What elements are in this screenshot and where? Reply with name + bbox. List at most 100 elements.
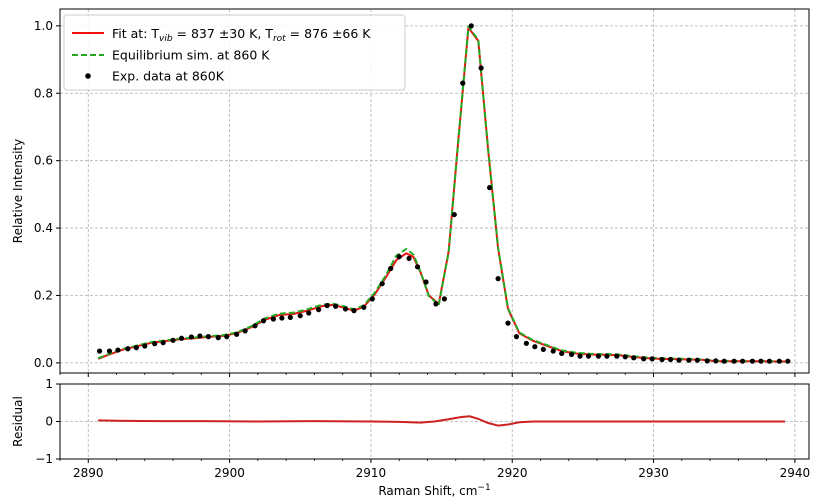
exp-data-point (316, 307, 322, 313)
legend-exp-marker (85, 73, 91, 79)
exp-data-point (142, 343, 148, 349)
legend-box (63, 14, 406, 91)
x-tick-label: 2900 (214, 466, 245, 480)
exp-data-point (785, 358, 791, 364)
main-y-ticks: 0.0 0.2 0.4 0.6 0.8 1.0 (34, 19, 60, 370)
main-x-ticks (59, 373, 796, 377)
exp-data-point (523, 340, 529, 346)
residual-y-axis-label: Residual (11, 396, 25, 447)
exp-data-point (242, 328, 248, 334)
exp-data-point (106, 348, 113, 354)
exp-data-point (513, 334, 520, 340)
exp-data-point (342, 306, 349, 312)
exp-data-point (776, 358, 782, 364)
exp-data-point (749, 358, 756, 364)
exp-data-point (160, 340, 166, 346)
y-axis-label: Relative Intensity (11, 139, 25, 243)
y-tick-label: 0.0 (34, 356, 53, 370)
exp-data-point (731, 358, 737, 364)
residual-y-ticks: −1 0 1 (35, 377, 60, 466)
y-tick-label: 1.0 (34, 19, 53, 33)
exp-data-point (495, 276, 501, 282)
exp-data-point (559, 350, 565, 357)
exp-data-point (622, 354, 628, 360)
exp-data-point (369, 296, 375, 302)
exp-data-point (460, 80, 466, 86)
exp-data-point (766, 358, 773, 364)
y-tick-label: 0.6 (34, 154, 53, 168)
exp-data-point (361, 304, 367, 310)
exp-data-point (585, 353, 592, 359)
exp-data-point (388, 265, 394, 272)
exp-data-point (577, 353, 583, 359)
exp-data-point (641, 356, 647, 362)
residual-panel: −1 0 1 2890 2900 2910 2920 2930 2940 Residual R… (11, 377, 810, 498)
y-tick-label: −1 (35, 452, 53, 466)
residual-x-ticks: 2890 2900 2910 2920 2930 2940 (59, 459, 811, 480)
exp-data-point (279, 315, 285, 321)
x-axis-label: Raman Shift, cm−1 (378, 483, 490, 498)
exp-data-point (125, 346, 131, 352)
exp-data-point (441, 296, 447, 302)
exp-data-point (287, 314, 293, 320)
exp-data-point (197, 333, 203, 339)
exp-data-point (686, 357, 692, 363)
exp-data-point (758, 358, 764, 364)
exp-data-point (540, 346, 546, 353)
exp-data-point (170, 337, 176, 343)
exp-data-point (433, 301, 439, 307)
legend-fit-label: Fit at: Tvib = 837 ±30 K, Trot = 876 ±66… (112, 26, 371, 44)
exp-data-point (178, 335, 185, 341)
exp-data-point (306, 310, 312, 316)
exp-data-point (396, 254, 402, 260)
y-tick-label: 0 (45, 415, 53, 429)
y-tick-label: 0.2 (34, 288, 53, 302)
exp-data-point (215, 335, 221, 341)
exp-data-point (568, 351, 575, 358)
main-series-layer (96, 23, 791, 364)
main-panel: 0.0 0.2 0.4 0.6 0.8 1.0 Relative Intensity Fi… (11, 8, 810, 377)
y-tick-label: 1 (45, 377, 53, 391)
exp-data-point (676, 357, 682, 363)
legend-exp-label: Exp. data at 860K (112, 69, 225, 84)
exp-data-point (713, 358, 719, 364)
y-tick-label: 0.4 (34, 221, 53, 235)
y-tick-label: 0.8 (34, 86, 53, 100)
x-tick-label: 2930 (638, 466, 669, 480)
exp-data-point (451, 211, 457, 218)
exp-data-point (270, 316, 276, 322)
exp-data-point (332, 303, 339, 309)
exp-data-point (704, 358, 710, 364)
exp-data-point (324, 302, 330, 309)
exp-data-point (423, 279, 429, 285)
main-axes-frame (59, 8, 810, 374)
x-tick-label: 2920 (497, 466, 528, 480)
exp-data-point (234, 331, 240, 337)
exp-data-point (406, 255, 412, 262)
exp-data-point (152, 341, 158, 347)
x-tick-label: 2910 (356, 466, 387, 480)
exp-data-point (115, 347, 121, 353)
exp-data-point (468, 23, 474, 29)
exp-data-point (133, 345, 139, 351)
exp-data-point (351, 308, 357, 314)
legend: Fit at: Tvib = 837 ±30 K, Trot = 876 ±66… (63, 14, 406, 91)
exp-data-point (252, 323, 258, 329)
exp-data-point (505, 320, 511, 326)
exp-data-point (297, 313, 303, 319)
exp-data-point (532, 344, 538, 350)
exp-data-point (694, 357, 700, 363)
x-tick-label: 2940 (780, 466, 811, 480)
exp-data-point (550, 348, 556, 354)
exp-data-point (260, 318, 267, 324)
exp-data-point (739, 358, 746, 364)
exp-data-point (414, 264, 421, 270)
exp-data-point (188, 334, 195, 340)
exp-data-point (631, 355, 637, 361)
exp-data-point (595, 353, 602, 359)
exp-data-point (205, 334, 211, 340)
residual-series-layer (98, 415, 785, 427)
exp-data-point (659, 356, 665, 363)
exp-data-point (721, 358, 727, 364)
